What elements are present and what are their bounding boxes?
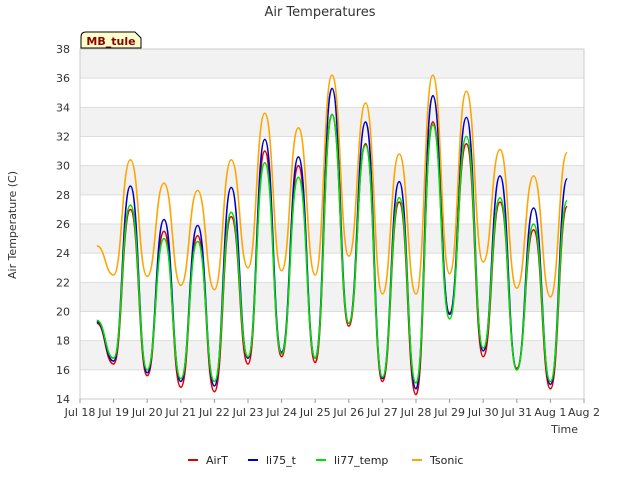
series-line-li77-temp	[96, 113, 568, 384]
legend-label: AirT	[206, 454, 228, 467]
x-tick-label: Jul 20	[131, 406, 163, 419]
y-tick-label: 14	[56, 393, 70, 406]
plot-band	[80, 369, 584, 399]
plot-band	[80, 49, 584, 79]
y-tick-label: 18	[56, 335, 70, 348]
plot-frame	[79, 48, 585, 400]
station-label: MB_tule	[86, 35, 135, 48]
plot-band	[80, 340, 584, 370]
x-tick-label: Jul 26	[332, 406, 364, 419]
legend-label: Tsonic	[429, 454, 463, 467]
y-tick-label: 30	[56, 160, 70, 173]
x-tick-label: Aug 2	[568, 406, 600, 419]
legend-label: li77_temp	[334, 454, 388, 467]
y-tick-label: 36	[56, 72, 70, 85]
x-tick-label: Jul 27	[366, 406, 398, 419]
y-axis-label: Air Temperature (C)	[6, 171, 19, 279]
series-line-tsonic	[96, 74, 568, 298]
chart-title: Air Temperatures	[264, 5, 375, 20]
y-tick-label: 32	[56, 131, 70, 144]
x-tick-label: Jul 19	[97, 406, 129, 419]
x-tick-label: Jul 29	[433, 406, 465, 419]
y-tick-label: 22	[56, 276, 70, 289]
y-tick-label: 28	[56, 189, 70, 202]
x-tick-label: Jul 24	[265, 406, 297, 419]
plot-band	[80, 165, 584, 195]
x-tick-label: Jul 25	[299, 406, 331, 419]
y-tick-label: 24	[56, 247, 70, 260]
x-axis-ticks: Jul 18 Jul 19 Jul 20 Jul 21 Jul 22 Jul 23 Jul …	[64, 399, 600, 419]
plot-band	[80, 311, 584, 341]
station-badge-box	[80, 31, 142, 49]
y-tick-label: 38	[56, 43, 70, 56]
x-tick-label: Jul 31	[500, 406, 532, 419]
y-tick-label: 16	[56, 364, 70, 377]
y-tick-label: 26	[56, 218, 70, 231]
x-tick-label: Jul 21	[164, 406, 196, 419]
y-axis-ticks: 14 16 18 20 22 24 26 28 30 32 34 36 38	[56, 43, 70, 406]
plot-band	[80, 107, 584, 137]
series-lines	[96, 74, 568, 396]
plot-band	[80, 282, 584, 312]
x-tick-label: Jul 23	[232, 406, 264, 419]
plot-background-bands	[80, 49, 584, 399]
x-tick-label: Jul 18	[64, 406, 96, 419]
x-tick-label: Jul 30	[467, 406, 499, 419]
plot-band	[80, 253, 584, 283]
x-tick-label: Jul 28	[400, 406, 432, 419]
station-badge: MB_tule	[80, 31, 142, 49]
legend-label: li75_t	[266, 454, 297, 467]
plot-band	[80, 78, 584, 108]
plot-band	[80, 136, 584, 166]
x-tick-label: Jul 22	[198, 406, 230, 419]
y-tick-label: 20	[56, 306, 70, 319]
legend: AirT li75_t li77_temp Tsonic	[188, 454, 463, 467]
x-axis-label: Time	[550, 423, 578, 436]
y-tick-label: 34	[56, 101, 70, 114]
x-tick-label: Aug 1	[534, 406, 566, 419]
